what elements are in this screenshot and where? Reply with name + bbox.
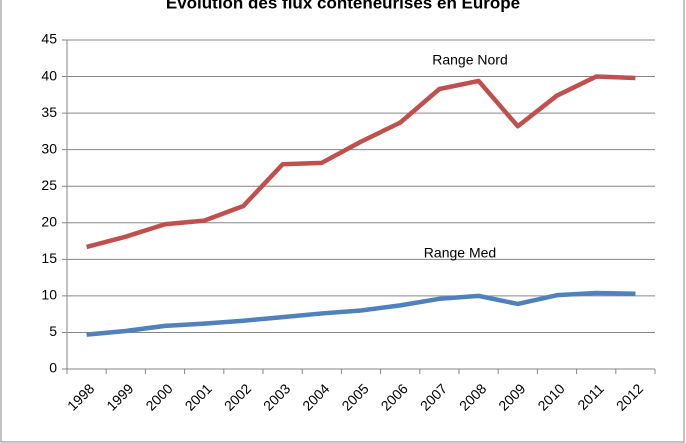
y-tick-label: 15 (41, 250, 57, 266)
y-tick-label: 5 (49, 323, 57, 339)
series-label: Range Med (424, 245, 496, 261)
series-line (86, 74, 636, 250)
y-tick-label: 30 (41, 140, 57, 156)
y-tick-label: 45 (41, 31, 57, 47)
y-tick-label: 10 (41, 287, 57, 303)
y-tick-label: 20 (41, 213, 57, 229)
series-line (86, 290, 636, 337)
y-tick-label: 25 (41, 177, 57, 193)
series-label: Range Nord (432, 52, 508, 68)
chart-title: Evolution des flux conteneurisés en Euro… (166, 0, 520, 12)
y-tick-label: 0 (49, 360, 57, 376)
y-tick-label: 35 (41, 104, 57, 120)
y-tick-label: 40 (41, 67, 57, 83)
